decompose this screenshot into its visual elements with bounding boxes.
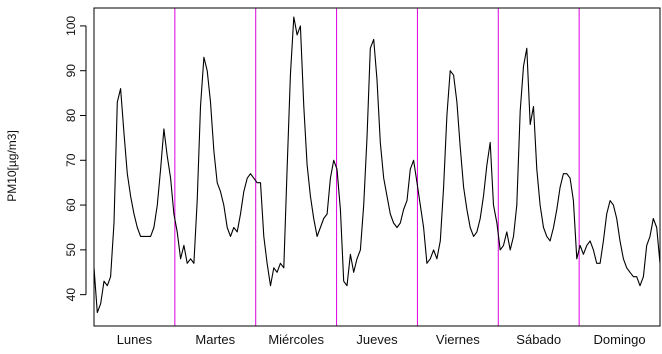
x-category-label: Miércoles [268,332,324,347]
y-axis-title: PM10[µg/m3] [5,130,19,202]
series-line-1 [93,16,661,314]
plot-frame [93,7,661,327]
y-tick-label-90: 90 [64,64,78,78]
x-category-label: Viernes [436,332,480,347]
x-category-label: Jueves [356,332,398,347]
y-tick-label-40: 40 [64,288,78,302]
x-category-label: Lunes [117,332,153,347]
x-category-label: Martes [195,332,235,347]
series-line-group [93,16,661,314]
y-axis: 40 50 60 70 80 90 100 [64,16,87,302]
y-tick-label-100: 100 [64,16,78,36]
x-category-label: Sábado [516,332,561,347]
y-tick-label-60: 60 [64,198,78,212]
x-axis-labels: Lunes Martes Miércoles Jueves Viernes Sábado D… [117,332,646,347]
y-tick-label-70: 70 [64,153,78,167]
y-tick-label-80: 80 [64,108,78,122]
x-category-label: Domingo [594,332,646,347]
y-tick-label-50: 50 [64,243,78,257]
